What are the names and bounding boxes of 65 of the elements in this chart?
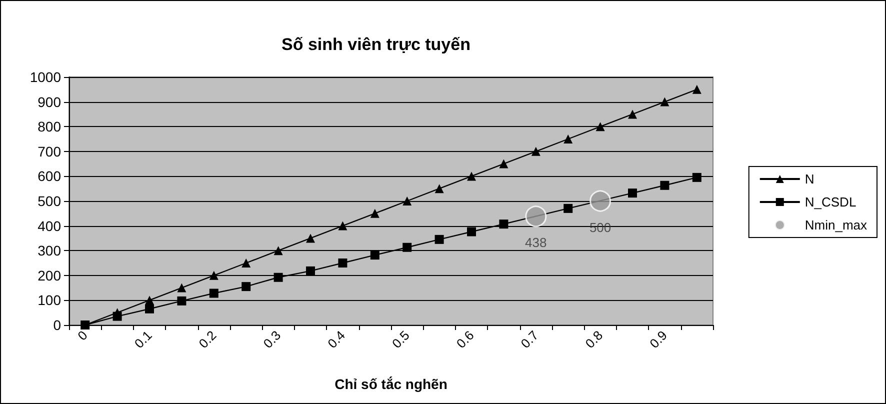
point [628, 110, 637, 119]
x-tick-label: 0.2 [196, 328, 220, 352]
point [692, 172, 702, 182]
y-tick-label: 800 [38, 118, 62, 135]
point [531, 146, 540, 156]
point [145, 304, 154, 314]
point [338, 221, 348, 230]
x-tick-label: 0.4 [324, 328, 348, 352]
point [564, 134, 573, 144]
point [370, 250, 380, 260]
legend-label: N_CSDL [804, 194, 856, 210]
point [434, 234, 444, 244]
point [467, 172, 476, 181]
point [274, 272, 283, 282]
point [338, 258, 348, 268]
y-tick-label: 500 [38, 193, 62, 209]
point [692, 84, 702, 94]
y-tick-label: 700 [38, 143, 62, 160]
y-tick-label: 400 [38, 218, 62, 234]
point [402, 196, 412, 206]
point [274, 246, 283, 256]
y-tick-label: 100 [38, 292, 62, 308]
y-tick-label: 300 [38, 242, 62, 259]
point [590, 190, 612, 212]
x-tick-label: 0.3 [260, 328, 284, 352]
y-tick-label: 200 [38, 267, 62, 284]
chart-title: Số sinh viên trực tuyến [282, 35, 470, 54]
point [499, 159, 508, 168]
point [209, 288, 218, 298]
y-tick-label: 0 [53, 317, 62, 333]
point [525, 206, 547, 228]
point [177, 283, 186, 292]
point [660, 180, 670, 190]
x-tick-label: 0 [74, 328, 90, 344]
point [370, 208, 380, 218]
x-tick-label: 0.9 [646, 328, 670, 352]
point [434, 184, 444, 194]
x-tick-label: 0.7 [518, 328, 542, 352]
point [112, 312, 122, 321]
point [80, 320, 90, 330]
point [145, 296, 154, 305]
point [467, 227, 476, 236]
point [564, 204, 573, 213]
x-tick-label: 0.6 [453, 328, 477, 352]
point [242, 258, 251, 268]
point [306, 266, 315, 276]
y-tick-label: 1000 [30, 69, 62, 85]
point [177, 296, 186, 306]
point [596, 122, 605, 132]
point [628, 188, 637, 198]
legend-label: Nmin_max [804, 218, 868, 232]
point [242, 282, 251, 292]
x-axis-title: Chỉ số tắc nghẽn [334, 376, 448, 392]
point [306, 234, 315, 243]
point [499, 220, 508, 229]
data-label: 438 [525, 235, 547, 250]
x-tick-label: 0.8 [582, 328, 606, 352]
point [209, 270, 218, 280]
x-tick-label: 0.1 [131, 328, 155, 352]
y-tick-label: 600 [38, 168, 62, 184]
y-tick-label: 900 [38, 94, 62, 110]
point [660, 97, 670, 106]
legend-label: N [804, 172, 814, 186]
point [402, 242, 412, 252]
x-tick-label: 0.5 [389, 328, 412, 352]
